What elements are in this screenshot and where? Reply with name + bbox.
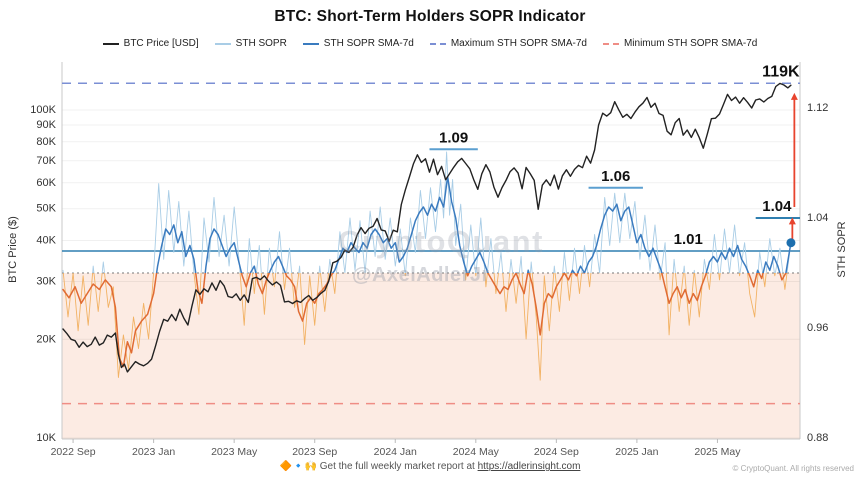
annotation-label: 119K [762,63,800,80]
legend-line-swatch [302,42,319,45]
price-tick-label: 100K [30,104,56,116]
series-btc-price-usd- [62,82,792,373]
author-watermark: @AxelAdlerJr [352,264,490,286]
series-sth-sopr-sma-7d [62,273,787,368]
x-tick-label: 2025 May [694,446,741,458]
legend-label: Minimum STH SOPR SMA-7d [623,38,758,49]
x-tick-label: 2022 Sep [51,446,96,458]
x-tick-label: 2025 Jan [615,446,658,458]
sopr-tick-label: 0.96 [807,322,828,334]
legend-label: BTC Price [USD] [123,38,199,49]
price-tick-label: 20K [36,333,56,345]
chart-legend: BTC Price [USD] STH SOPR STH SOPR SMA-7d Ma… [0,38,860,49]
legend-item: Maximum STH SOPR SMA-7d [429,38,587,49]
series-sth-sopr-sma-7d [155,175,792,273]
sopr-tick-label: 1.04 [807,212,828,224]
price-tick-label: 40K [36,235,56,247]
x-tick-label: 2024 Jan [374,446,417,458]
legend-line-swatch [602,42,619,45]
price-tick-label: 50K [36,203,56,215]
legend-item: Minimum STH SOPR SMA-7d [602,38,758,49]
left-axis-title: BTC Price ($) [7,216,19,283]
price-tick-label: 60K [36,177,56,189]
latest-sma-dot [786,238,796,248]
legend-label: STH SOPR SMA-7d [323,38,414,49]
legend-line-swatch [214,42,231,45]
promo-link[interactable]: https://adlerinsight.com [477,461,581,472]
x-tick-label: 2023 Sep [292,446,337,458]
annotation-label: 1.04 [762,198,792,215]
legend-item: STH SOPR SMA-7d [302,38,414,49]
sopr-tick-label: 0.88 [807,432,828,444]
x-tick-label: 2023 Jan [132,446,175,458]
legend-line-swatch [102,42,119,45]
x-tick-label: 2024 May [453,446,500,458]
target-arrow-head-icon [788,217,796,225]
annotation-label: 1.06 [601,168,630,185]
price-tick-label: 80K [36,136,56,148]
series-sth-sopr [62,273,788,381]
x-tick-label: 2023 May [211,446,258,458]
price-tick-label: 10K [36,432,56,444]
legend-label: Maximum STH SOPR SMA-7d [450,38,587,49]
price-tick-label: 70K [36,155,56,167]
cryptoquant-watermark: CryptoQuant [338,224,544,259]
sopr-tick-label: 1.12 [807,102,828,114]
promo-text: Get the full weekly market report at [316,461,478,472]
footer-promo: 🔶🔹🙌 Get the full weekly market report at… [0,461,860,472]
series-sth-sopr [62,151,792,273]
below-breakeven-region [62,273,800,439]
annotation-label: 1.09 [439,129,468,146]
price-tick-label: 90K [36,119,56,131]
legend-label: STH SOPR [235,38,287,49]
price-tick-label: 30K [36,276,56,288]
legend-item: STH SOPR [214,38,287,49]
footer-copyright: © CryptoQuant. All rights reserved [732,464,855,473]
chart-title: BTC: Short-Term Holders SOPR Indicator [274,8,586,25]
legend-line-swatch [429,42,446,45]
legend-item: BTC Price [USD] [102,38,199,49]
target-arrow-head-icon [790,92,798,100]
annotation-label: 1.01 [674,231,703,248]
promo-emoji-icons: 🔶🔹🙌 [279,461,317,472]
right-axis-title: STH SOPR [836,221,848,277]
x-tick-label: 2024 Sep [534,446,579,458]
